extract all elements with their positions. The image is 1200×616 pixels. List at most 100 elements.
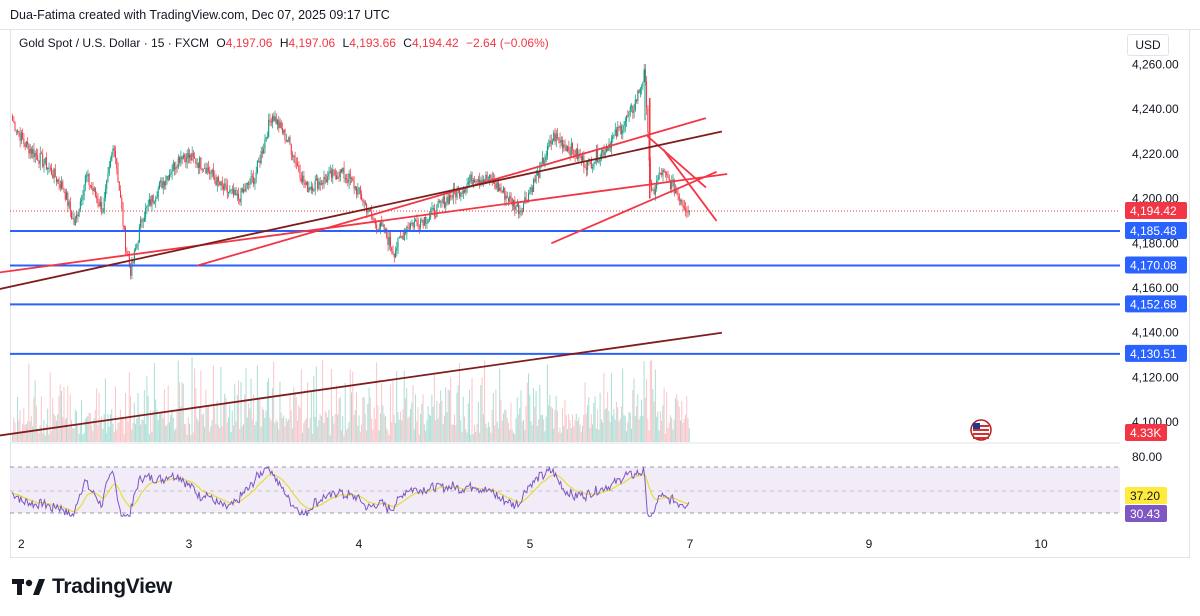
- candle-body: [495, 184, 497, 189]
- volume-bar: [343, 435, 345, 442]
- candle-body: [308, 187, 310, 192]
- candle-body: [378, 228, 380, 231]
- volume-bar: [194, 368, 196, 442]
- volume-bar: [618, 421, 620, 442]
- candle-body: [430, 213, 432, 218]
- volume-bar: [274, 422, 276, 442]
- candle-body: [38, 160, 40, 164]
- volume-bar: [335, 385, 337, 442]
- change-value: −2.64 (−0.06%): [466, 36, 549, 50]
- volume-bar: [657, 411, 659, 442]
- volume-bar: [94, 409, 96, 442]
- candle-body: [58, 179, 60, 185]
- candle-body: [428, 217, 430, 220]
- volume-bar: [396, 371, 398, 442]
- candle-body: [259, 160, 261, 163]
- volume-bar: [558, 432, 560, 442]
- volume-bar: [677, 400, 679, 442]
- volume-bar: [425, 430, 427, 442]
- candle-body: [27, 141, 29, 145]
- candle-body: [168, 174, 170, 180]
- candle-body: [347, 179, 349, 183]
- volume-bar: [367, 403, 369, 442]
- candle-body: [598, 161, 600, 163]
- volume-bar: [559, 427, 561, 442]
- candle-body: [88, 174, 90, 186]
- candle-body: [682, 203, 684, 206]
- volume-bar: [669, 415, 671, 442]
- volume-bar: [12, 434, 14, 442]
- volume-bar: [130, 395, 132, 442]
- volume-bar: [587, 405, 589, 442]
- volume-bar: [446, 412, 448, 442]
- volume-bar: [509, 429, 511, 442]
- candle-body: [643, 70, 645, 83]
- volume-bar: [305, 418, 307, 442]
- candle-body: [155, 199, 157, 202]
- candle-body: [138, 226, 140, 243]
- volume-bar: [494, 425, 496, 442]
- candle-body: [97, 198, 99, 204]
- volume-bar: [610, 373, 612, 442]
- volume-bar: [140, 424, 142, 442]
- volume-bar: [184, 424, 186, 442]
- candle-body: [381, 222, 383, 226]
- volume-bar: [612, 415, 614, 442]
- candle-body: [157, 188, 159, 198]
- candle-body: [279, 121, 281, 128]
- candle-body: [305, 181, 307, 185]
- volume-bar: [168, 422, 170, 442]
- candles: [12, 63, 690, 280]
- volume-bar: [458, 362, 460, 442]
- volume-bar: [234, 384, 236, 442]
- volume-bars: [10, 357, 1120, 444]
- volume-bar: [501, 420, 503, 442]
- volume-bar: [240, 382, 242, 442]
- volume-bar: [122, 417, 124, 442]
- x-tick-label: 3: [186, 537, 193, 551]
- candle-body: [297, 163, 299, 166]
- volume-bar: [641, 399, 643, 442]
- red-trendline: [196, 117, 707, 267]
- volume-bar: [68, 427, 70, 442]
- flag-canton: [973, 423, 980, 429]
- dark-trendline: [0, 331, 723, 437]
- candle-body: [669, 180, 671, 190]
- volume-bar: [34, 380, 36, 442]
- candle-body: [497, 182, 499, 191]
- volume-bar: [546, 364, 548, 442]
- candle-body: [416, 219, 418, 222]
- candle-body: [612, 136, 614, 140]
- currency-button[interactable]: USD: [1127, 34, 1169, 56]
- candle-body: [235, 189, 237, 196]
- candle-body: [177, 157, 179, 168]
- volume-bar: [510, 402, 512, 442]
- candle-body: [597, 150, 599, 163]
- candle-body: [443, 196, 445, 208]
- candle-body: [28, 144, 30, 154]
- volume-label: 4.33K: [1130, 426, 1161, 440]
- volume-bar: [145, 424, 147, 442]
- candle-body: [89, 185, 91, 187]
- volume-bar: [399, 411, 401, 442]
- candle-body: [540, 162, 542, 164]
- volume-bar: [47, 408, 49, 442]
- candle-body: [580, 156, 582, 161]
- volume-bar: [627, 421, 629, 442]
- volume-bar: [597, 409, 599, 442]
- volume-bar: [15, 433, 17, 442]
- volume-bar: [72, 428, 74, 442]
- volume-bar: [225, 397, 227, 442]
- volume-bar: [245, 368, 247, 442]
- volume-bar: [143, 390, 145, 442]
- candle-body: [573, 149, 575, 156]
- candle-body: [671, 180, 673, 190]
- candle-body: [214, 176, 216, 180]
- candle-body: [349, 173, 351, 179]
- volume-bar: [392, 380, 394, 442]
- volume-bar: [232, 425, 234, 442]
- dark-trendline: [0, 130, 723, 290]
- volume-bar: [260, 426, 262, 442]
- candle-body: [632, 106, 634, 113]
